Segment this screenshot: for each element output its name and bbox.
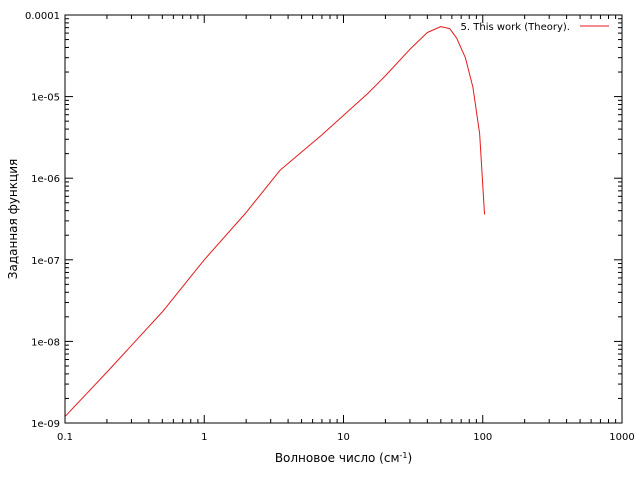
x-axis-label-end: ) (407, 451, 412, 465)
legend-label: 5. This work (Theory). (461, 22, 570, 33)
y-tick-label: 1e-07 (31, 256, 60, 267)
x-axis-label-sup: -1 (400, 451, 408, 460)
y-tick-label: 1e-05 (31, 93, 60, 104)
y-tick-label: 1e-06 (31, 174, 60, 185)
x-tick-label: 1000 (609, 432, 634, 443)
series-line (64, 26, 486, 417)
x-tick-label: 1 (201, 432, 207, 443)
x-axis-label: Волновое число (см-1) (275, 451, 412, 466)
y-axis-label: Заданная функция (6, 159, 20, 279)
legend: 5. This work (Theory). (461, 22, 609, 33)
y-tick-label: 1e-08 (31, 337, 60, 348)
series-layer (64, 26, 486, 417)
tick-labels: 0.1 1 10 100 1000 1e-09 1e-08 1e-07 1e-06 1e-05 0.… (25, 11, 635, 443)
axis-ticks (64, 14, 623, 424)
y-tick-label: 1e-09 (31, 419, 60, 430)
x-tick-label: 100 (473, 432, 492, 443)
x-tick-label: 10 (337, 432, 350, 443)
x-tick-label: 0.1 (57, 432, 73, 443)
plot-frame (64, 14, 623, 424)
x-axis-label-main: Волновое число (см (275, 451, 400, 465)
y-tick-label: 0.0001 (25, 11, 60, 22)
